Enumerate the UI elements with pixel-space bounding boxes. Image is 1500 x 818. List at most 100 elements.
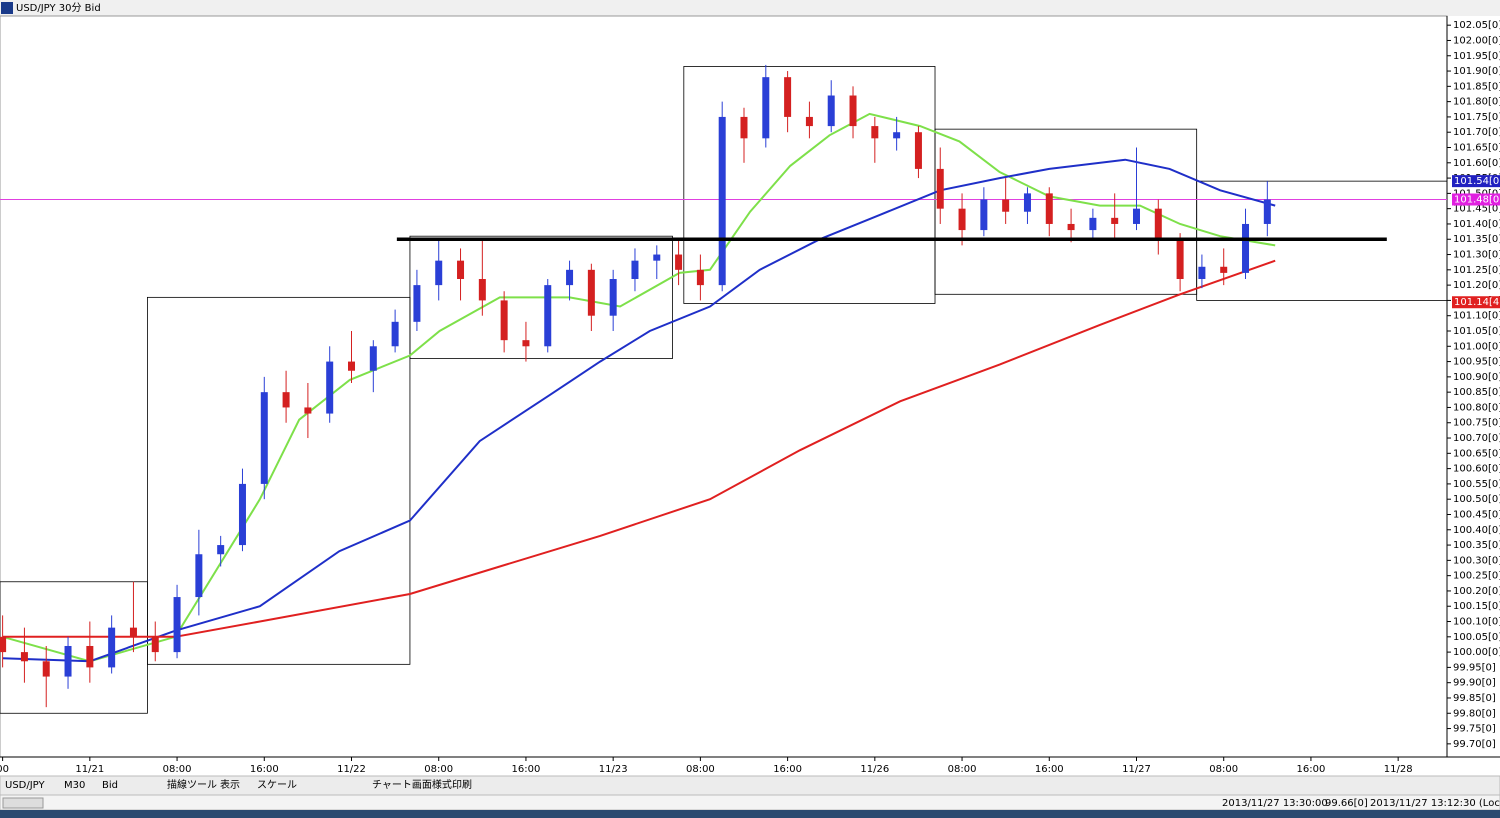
chart-style-menu[interactable]: チャート画面様式 xyxy=(372,778,452,791)
x-tick-label: 16:00 xyxy=(1035,764,1064,775)
scrollbar[interactable] xyxy=(2,797,44,809)
y-tick-label: 100.20[0] xyxy=(1453,586,1500,597)
candle-body xyxy=(413,285,421,322)
candle-body xyxy=(762,77,770,139)
candle-body xyxy=(129,627,137,637)
candle-body xyxy=(544,285,552,347)
candle-body xyxy=(64,645,72,677)
price-marker-label: 101.48[0 xyxy=(1454,194,1499,205)
candle-body xyxy=(1242,223,1250,273)
candle-body xyxy=(500,300,508,341)
status-price: 99.66[0] xyxy=(1325,798,1368,809)
y-tick-label: 101.65[0] xyxy=(1453,143,1500,154)
x-tick-label: 11/21 xyxy=(75,764,104,775)
x-tick-label: 16:00 xyxy=(512,764,541,775)
candle-body xyxy=(304,407,312,414)
candle-body xyxy=(609,279,617,316)
moving-average xyxy=(2,259,1276,638)
range-box xyxy=(147,296,411,665)
candle-body xyxy=(326,361,334,414)
candle-body xyxy=(893,132,901,139)
range-box xyxy=(409,235,673,359)
moving-average xyxy=(2,158,1276,663)
candle-body xyxy=(805,116,813,127)
draw-tool-menu[interactable]: 描線ツール xyxy=(167,778,217,791)
y-tick-label: 100.35[0] xyxy=(1453,540,1500,551)
view-menu[interactable]: 表示 xyxy=(220,778,240,791)
candle-body xyxy=(936,168,944,209)
y-tick-label: 100.00[0] xyxy=(1453,647,1500,658)
scale-menu[interactable]: スケール xyxy=(257,779,297,791)
x-tick-label: 11/22 xyxy=(337,764,366,775)
y-tick-label: 100.30[0] xyxy=(1453,555,1500,566)
candle-body xyxy=(871,126,879,139)
y-tick-label: 100.25[0] xyxy=(1453,571,1500,582)
symbol-menu[interactable]: USD/JPY xyxy=(5,780,45,791)
price-menu[interactable]: Bid xyxy=(102,780,118,791)
candle-body xyxy=(0,636,7,653)
candle-body xyxy=(238,483,246,546)
y-tick-label: 101.35[0] xyxy=(1453,234,1500,245)
candle-body xyxy=(1198,266,1206,280)
candle-body xyxy=(980,199,988,231)
y-tick-label: 99.85[0] xyxy=(1453,693,1496,704)
candle-body xyxy=(675,254,683,270)
candle-body xyxy=(1111,217,1119,224)
candle-body xyxy=(457,260,465,280)
candle-body xyxy=(108,627,116,668)
status-local-time: 2013/11/27 13:12:30 (Local) xyxy=(1370,798,1500,809)
candle-body xyxy=(1089,217,1097,231)
candle-body xyxy=(740,116,748,139)
x-tick-label: 08:00 xyxy=(424,764,453,775)
x-tick-label: 11/28 xyxy=(1384,764,1413,775)
candle-body xyxy=(195,554,203,598)
y-tick-label: 100.60[0] xyxy=(1453,464,1500,475)
x-tick-label: 11/26 xyxy=(860,764,889,775)
candle-body xyxy=(282,392,290,408)
price-marker xyxy=(1452,193,1500,206)
candle-body xyxy=(653,254,661,261)
y-tick-label: 101.95[0] xyxy=(1453,51,1500,62)
taskbar xyxy=(0,810,1500,818)
y-tick-label: 101.25[0] xyxy=(1453,265,1500,276)
candle-body xyxy=(217,545,225,555)
y-tick-label: 99.80[0] xyxy=(1453,708,1496,719)
y-tick-label: 100.75[0] xyxy=(1453,418,1500,429)
y-tick-label: 101.75[0] xyxy=(1453,112,1500,123)
candle-body xyxy=(696,269,704,286)
candle-body xyxy=(958,208,966,231)
candle-body xyxy=(718,116,726,286)
y-tick-label: 100.05[0] xyxy=(1453,632,1500,643)
candle-body xyxy=(42,661,50,677)
y-tick-label: 100.10[0] xyxy=(1453,617,1500,628)
y-tick-label: 101.85[0] xyxy=(1453,81,1500,92)
print-menu[interactable]: 印刷 xyxy=(452,779,472,791)
y-tick-label: 101.20[0] xyxy=(1453,280,1500,291)
y-tick-label: 99.75[0] xyxy=(1453,724,1496,735)
candle-body xyxy=(784,77,792,117)
y-tick-label: 99.70[0] xyxy=(1453,739,1496,750)
x-tick-label: 11/23 xyxy=(599,764,628,775)
candle-body xyxy=(1023,193,1031,212)
x-tick-label: 00 xyxy=(0,764,9,775)
candle-body xyxy=(86,645,94,668)
candle-body xyxy=(1263,199,1271,224)
x-tick-label: 08:00 xyxy=(948,764,977,775)
candle-body xyxy=(1154,208,1162,240)
candle-body xyxy=(566,269,574,286)
price-marker xyxy=(1452,296,1500,309)
x-tick-label: 11/27 xyxy=(1122,764,1151,775)
y-tick-label: 100.80[0] xyxy=(1453,402,1500,413)
app-icon xyxy=(1,2,13,14)
candle-body xyxy=(260,392,268,484)
y-tick-label: 100.70[0] xyxy=(1453,433,1500,444)
period-menu[interactable]: M30 xyxy=(64,780,85,791)
candle-body xyxy=(1045,193,1053,224)
x-tick-label: 08:00 xyxy=(163,764,192,775)
y-tick-label: 101.30[0] xyxy=(1453,250,1500,261)
candle-body xyxy=(369,346,377,371)
y-tick-label: 100.95[0] xyxy=(1453,357,1500,368)
candle-body xyxy=(631,260,639,280)
candle-body xyxy=(1220,266,1228,273)
